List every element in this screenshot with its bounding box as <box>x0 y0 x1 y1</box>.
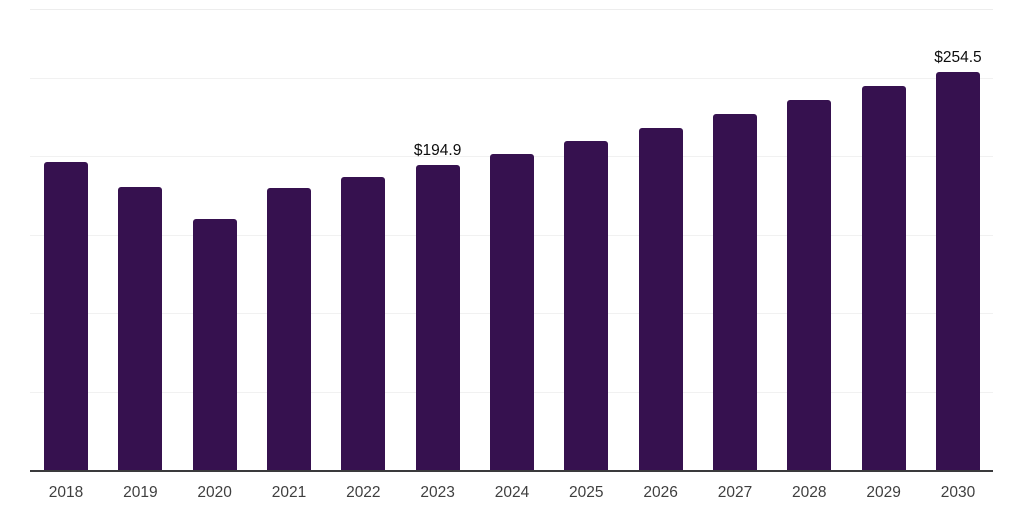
x-tick-label-2029: 2029 <box>866 484 901 501</box>
value-label-2030: $254.5 <box>934 48 982 66</box>
bar-2024 <box>489 153 534 471</box>
bar-2028 <box>787 99 832 471</box>
bar-2027 <box>712 113 757 471</box>
plot-area: $194.9 $254.5 <box>30 9 993 472</box>
x-tick-label-2021: 2021 <box>271 484 307 501</box>
bar-2030 <box>935 71 980 471</box>
bar-2018 <box>44 161 88 471</box>
bar-2022 <box>341 176 386 471</box>
bars-layer: $194.9 $254.5 <box>30 10 993 471</box>
x-tick-label-2025: 2025 <box>569 484 604 501</box>
value-label-2023: $194.9 <box>413 142 462 160</box>
x-tick-label-2028: 2028 <box>792 484 827 501</box>
x-tick-label-2019: 2019 <box>123 484 158 501</box>
x-tick-label-2027: 2027 <box>717 484 753 501</box>
bar-2021 <box>266 188 311 471</box>
x-axis-labels: 2018 2019 2020 2021 2022 2023 2024 2025 2026 2027… <box>30 484 993 506</box>
bar-2023 <box>415 165 460 471</box>
bar-2026 <box>638 128 683 471</box>
bar-2029 <box>861 85 906 471</box>
bar-2020 <box>192 218 237 471</box>
x-tick-label-2030: 2030 <box>940 484 976 501</box>
bar-2025 <box>564 141 609 471</box>
x-tick-label-2020: 2020 <box>197 484 232 501</box>
x-tick-label-2018: 2018 <box>48 484 84 501</box>
bar-2019 <box>118 187 163 471</box>
x-axis-line <box>30 470 993 472</box>
x-tick-label-2026: 2026 <box>643 484 678 501</box>
gridline-250 <box>30 77 993 79</box>
x-tick-label-2022: 2022 <box>346 484 381 501</box>
x-tick-label-2023: 2023 <box>420 484 455 501</box>
x-tick-label-2024: 2024 <box>494 484 530 501</box>
